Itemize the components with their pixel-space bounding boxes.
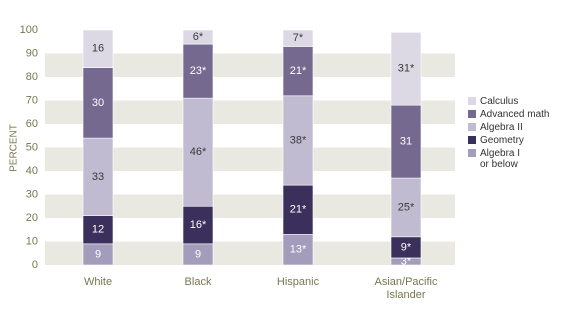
- value-label: 46*: [190, 146, 207, 158]
- x-tick-label: Asian/Pacific Islander: [374, 276, 438, 301]
- grid-band: [45, 241, 455, 265]
- value-label: 3*: [401, 255, 412, 267]
- y-tick-label: 50: [26, 141, 38, 153]
- legend-swatch: [468, 123, 476, 131]
- x-tick-label: Black: [184, 276, 212, 288]
- legend-label: Algebra II: [480, 122, 523, 133]
- bar-segment: [282, 29, 314, 47]
- grid-band: [45, 194, 455, 218]
- grid-band: [45, 147, 455, 171]
- legend-label: Geometry: [480, 135, 524, 146]
- y-tick-label: 20: [26, 212, 38, 224]
- legend-label: Algebra I or below: [480, 148, 521, 170]
- value-label: 25*: [398, 201, 415, 213]
- bar-segment: [182, 29, 214, 45]
- y-tick-label: 30: [26, 188, 38, 200]
- grid-band: [45, 53, 455, 77]
- value-label: 13*: [290, 244, 307, 256]
- bar-segment: [82, 29, 114, 68]
- bar-segment: [390, 104, 422, 179]
- bar-segment: [82, 215, 114, 245]
- y-tick-label: 40: [26, 165, 38, 177]
- value-label: 31: [400, 136, 412, 148]
- y-tick-label: 70: [26, 94, 38, 106]
- grid-band: [45, 100, 455, 124]
- value-label: 23*: [190, 65, 207, 77]
- y-tick-label: 80: [26, 71, 38, 83]
- value-label: 7*: [293, 32, 304, 44]
- bar-segment: [182, 97, 214, 207]
- legend-label: Calculus: [480, 96, 519, 107]
- y-tick-label: 60: [26, 118, 38, 130]
- legend-swatch: [468, 97, 476, 105]
- value-label: 33: [92, 171, 104, 183]
- value-label: 9*: [401, 241, 412, 253]
- y-tick-label: 10: [26, 235, 38, 247]
- y-axis-label: PERCENT: [9, 124, 20, 172]
- legend-swatch: [468, 110, 476, 118]
- y-tick-label: 0: [32, 259, 38, 271]
- y-tick-label: 90: [26, 47, 38, 59]
- value-label: 16: [92, 43, 104, 55]
- legend-label: Advanced math: [480, 109, 550, 120]
- bar-segment: [282, 46, 314, 97]
- legend-swatch: [468, 136, 476, 144]
- y-tick-label: 100: [20, 24, 38, 36]
- x-tick-label: White: [83, 276, 113, 288]
- value-label: 9: [95, 248, 101, 260]
- value-label: 21*: [290, 65, 307, 77]
- bar-segment: [390, 177, 422, 238]
- value-label: 30: [92, 97, 104, 109]
- value-label: 16*: [190, 219, 207, 231]
- x-tick-label: Hispanic: [276, 276, 320, 288]
- value-label: 6*: [193, 31, 204, 43]
- value-label: 9: [195, 248, 201, 260]
- value-label: 38*: [290, 134, 307, 146]
- value-label: 12: [92, 224, 104, 236]
- bar-segment: [282, 234, 314, 266]
- bar-segment: [182, 43, 214, 99]
- value-label: 31*: [398, 63, 415, 75]
- value-label: 21*: [290, 204, 307, 216]
- legend-swatch: [468, 149, 476, 157]
- bar-segment: [390, 32, 422, 106]
